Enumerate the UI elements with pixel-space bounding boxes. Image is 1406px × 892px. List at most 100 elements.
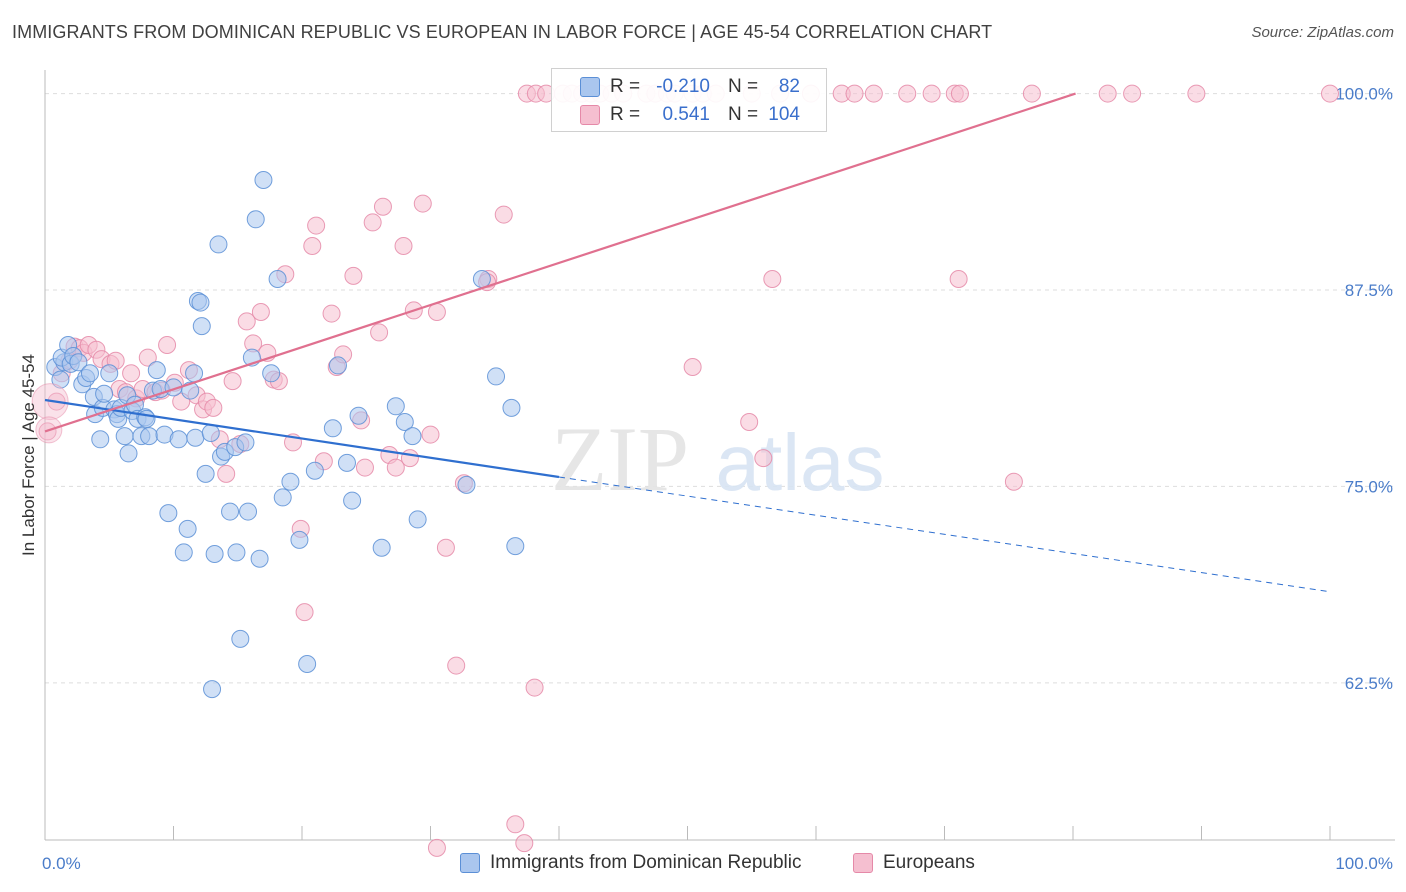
data-point-dominican bbox=[246, 210, 265, 229]
legend-item-europeans[interactable]: Europeans bbox=[853, 852, 975, 874]
r-value: -0.210 bbox=[656, 76, 710, 97]
data-point-dominican bbox=[69, 353, 88, 372]
data-point-european bbox=[122, 364, 141, 383]
data-point-european bbox=[394, 237, 413, 255]
data-point-european bbox=[436, 538, 455, 557]
data-point-dominican bbox=[209, 235, 228, 254]
data-point-dominican bbox=[262, 364, 281, 383]
data-point-dominican bbox=[196, 464, 215, 483]
watermark-zip: ZIP bbox=[551, 408, 689, 510]
data-point-european bbox=[344, 266, 363, 285]
data-point-european bbox=[237, 312, 256, 331]
y-axis-label: In Labor Force | Age 45-54 bbox=[19, 354, 38, 556]
data-point-dominican bbox=[372, 538, 391, 557]
data-point-dominican bbox=[281, 472, 300, 491]
y-tick-label: 62.5% bbox=[1345, 674, 1393, 693]
data-point-dominican bbox=[254, 171, 273, 189]
data-point-dominican bbox=[201, 424, 220, 442]
data-point-european bbox=[949, 270, 968, 288]
data-point-european bbox=[370, 323, 389, 342]
data-point-dominican bbox=[239, 502, 258, 521]
data-point-dominican bbox=[51, 370, 70, 389]
data-point-european bbox=[421, 425, 440, 444]
data-point-dominican bbox=[100, 364, 119, 383]
data-point-european bbox=[223, 372, 242, 391]
trend-lines bbox=[44, 92, 1331, 593]
stats-row-blue: R = -0.210 N = 82 bbox=[552, 72, 826, 102]
r-value: 0.541 bbox=[662, 104, 710, 125]
data-point-dominican bbox=[227, 543, 246, 562]
data-point-european bbox=[515, 834, 534, 853]
legend-label: Europeans bbox=[883, 852, 975, 873]
data-point-european bbox=[525, 678, 544, 697]
data-point-european bbox=[845, 84, 864, 103]
data-point-dominican bbox=[203, 680, 222, 699]
data-point-dominican bbox=[236, 433, 255, 452]
data-point-european bbox=[158, 336, 177, 354]
tick-labels: 100.0% 87.5% 75.0% 62.5% 0.0% 100.0% bbox=[42, 85, 1393, 873]
data-point-dominican bbox=[174, 543, 193, 562]
data-point-dominican bbox=[205, 545, 224, 563]
trend-line-dominican-extension bbox=[558, 476, 1331, 593]
data-point-dominican bbox=[137, 409, 156, 428]
data-point-dominican bbox=[502, 398, 521, 417]
data-point-dominican bbox=[91, 430, 110, 449]
data-point-european bbox=[373, 197, 392, 216]
data-point-dominican bbox=[95, 384, 114, 403]
watermark: ZIP atlas bbox=[551, 408, 884, 510]
data-point-european bbox=[386, 458, 405, 477]
n-value: 82 bbox=[778, 76, 800, 97]
x-tick-label: 100.0% bbox=[1335, 854, 1393, 873]
data-point-dominican bbox=[506, 537, 525, 556]
data-point-dominican bbox=[159, 504, 178, 523]
data-point-dominican bbox=[268, 270, 287, 288]
pink-swatch bbox=[580, 105, 600, 125]
data-point-dominican bbox=[140, 427, 159, 446]
data-point-dominican bbox=[80, 364, 99, 383]
data-point-european bbox=[322, 304, 341, 323]
legend: Immigrants from Dominican Republic Europ… bbox=[0, 852, 1406, 880]
data-point-european bbox=[251, 303, 270, 321]
legend-item-dominican[interactable]: Immigrants from Dominican Republic bbox=[460, 852, 802, 874]
data-point-dominican bbox=[298, 655, 317, 673]
data-point-european bbox=[754, 449, 773, 468]
data-point-dominican bbox=[119, 444, 138, 463]
data-point-european bbox=[922, 84, 941, 103]
data-point-dominican bbox=[186, 428, 205, 447]
data-point-dominican bbox=[403, 427, 422, 446]
data-point-dominican bbox=[185, 364, 204, 383]
legend-swatch-blue bbox=[460, 853, 480, 873]
data-point-european bbox=[303, 237, 322, 255]
trend-line-dominican bbox=[44, 398, 560, 479]
data-point-european bbox=[413, 194, 432, 213]
data-point-european bbox=[740, 413, 759, 431]
data-point-european bbox=[506, 815, 525, 834]
data-point-dominican bbox=[457, 475, 476, 494]
data-point-european bbox=[295, 603, 314, 622]
data-point-european bbox=[494, 205, 513, 224]
data-point-dominican bbox=[290, 530, 309, 549]
data-point-dominican bbox=[147, 361, 166, 380]
data-point-european bbox=[1321, 84, 1339, 103]
data-point-european bbox=[447, 656, 466, 675]
data-point-dominican bbox=[408, 510, 427, 529]
data-point-european bbox=[1187, 84, 1206, 103]
data-point-dominican bbox=[343, 491, 362, 510]
data-point-dominican bbox=[178, 519, 197, 538]
data-point-dominican bbox=[231, 629, 250, 648]
data-point-dominican bbox=[328, 356, 347, 375]
data-point-european bbox=[307, 216, 326, 235]
source-credit: Source: ZipAtlas.com bbox=[1251, 24, 1394, 41]
data-point-european bbox=[1123, 84, 1142, 103]
y-tick-label: 75.0% bbox=[1345, 477, 1393, 496]
data-point-european bbox=[204, 398, 223, 417]
trend-line-europeans bbox=[44, 92, 1076, 433]
data-point-dominican bbox=[191, 293, 210, 312]
stats-row-pink: R = 0.541 N = 104 bbox=[552, 100, 826, 130]
blue-swatch bbox=[580, 77, 600, 97]
data-point-european bbox=[138, 348, 157, 367]
data-point-dominican bbox=[169, 430, 188, 449]
data-point-european bbox=[950, 84, 969, 103]
stats-box: R = -0.210 N = 82 R = 0.541 N = 104 bbox=[551, 68, 827, 132]
